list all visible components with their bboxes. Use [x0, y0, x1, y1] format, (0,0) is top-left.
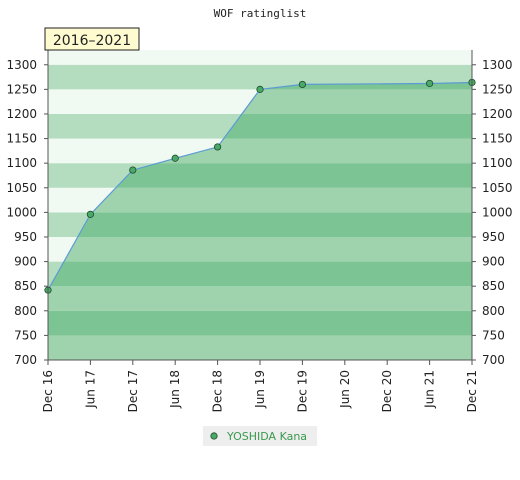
y-tick-label-left: 750 [14, 328, 37, 342]
y-tick-label-right: 800 [482, 304, 505, 318]
data-point [86, 210, 95, 218]
x-tick-label: Dec 16 [41, 370, 55, 412]
x-tick-label: Dec 19 [295, 370, 309, 412]
legend: YOSHIDA Kana [203, 426, 317, 446]
y-tick-label-right: 850 [482, 279, 505, 293]
legend-marker [210, 432, 218, 440]
y-tick-label-right: 1050 [482, 181, 513, 195]
data-markers [44, 78, 476, 294]
x-tick-label: Dec 18 [211, 370, 225, 412]
y-tick-label-left: 850 [14, 279, 37, 293]
y-tick-label-right: 750 [482, 328, 505, 342]
y-tick-label-right: 1000 [482, 205, 513, 219]
y-tick-label-left: 1050 [6, 181, 37, 195]
y-tick-label-left: 700 [14, 353, 37, 367]
y-tick-label-right: 1200 [482, 107, 513, 121]
period-box [44, 27, 140, 51]
y-tick-label-right: 1150 [482, 132, 513, 146]
area-band [48, 212, 472, 237]
y-tick-label-left: 900 [14, 255, 37, 269]
y-tick-label-left: 950 [14, 230, 37, 244]
data-point [256, 85, 264, 93]
y-tick-label-right: 1250 [482, 82, 513, 96]
y-axis-right: 700 750 800 850 900 950 1000 1050 1100 1150 1200 12… [471, 50, 513, 367]
period-badge: 2016–2021 [44, 27, 140, 51]
x-axis: Dec 16 Jun 17 Dec 17 Jun 18 Dec 18 Jun 19 Dec … [41, 359, 479, 412]
x-tick-label: Dec 20 [380, 370, 394, 412]
y-tick-label-right: 700 [482, 353, 505, 367]
y-tick-label-left: 800 [14, 304, 37, 318]
legend-box [203, 426, 317, 446]
y-tick-label-right: 950 [482, 230, 505, 244]
area-band [48, 236, 472, 262]
x-tick-label: Dec 21 [465, 370, 479, 412]
x-tick-label: Jun 20 [338, 370, 352, 409]
y-tick-label-right: 1300 [482, 58, 513, 72]
area-band [48, 261, 472, 287]
data-point [214, 143, 222, 151]
area-band [48, 286, 472, 311]
y-tick-label-right: 1100 [482, 156, 513, 170]
y-tick-label-left: 1300 [6, 58, 37, 72]
y-axis-left: 700 750 800 850 900 950 1000 1050 1100 1150 1200 12… [6, 50, 49, 367]
area-band [48, 310, 472, 336]
x-tick-label: Jun 21 [423, 370, 437, 409]
data-point [298, 80, 306, 89]
data-point [171, 154, 179, 162]
data-point [425, 79, 434, 88]
legend-series-name: YOSHIDA Kana [226, 430, 307, 443]
y-tick-label-left: 1150 [6, 132, 37, 146]
y-tick-label-left: 1000 [6, 205, 37, 219]
x-tick-label: Jun 19 [253, 370, 267, 409]
y-tick-label-left: 1200 [6, 107, 37, 121]
y-tick-label-left: 1100 [6, 156, 37, 170]
area-band [48, 335, 472, 360]
x-tick-label: Dec 17 [126, 370, 140, 412]
y-tick-label-right: 900 [482, 255, 505, 269]
background-band [48, 50, 472, 65]
x-tick-label: Jun 18 [168, 370, 182, 409]
data-point [129, 166, 137, 174]
period-label: 2016–2021 [53, 33, 131, 49]
y-tick-label-left: 1250 [6, 82, 37, 96]
area-band [48, 187, 472, 213]
x-tick-label: Jun 17 [83, 370, 97, 409]
chart-title: WOF ratinglist [214, 7, 307, 20]
